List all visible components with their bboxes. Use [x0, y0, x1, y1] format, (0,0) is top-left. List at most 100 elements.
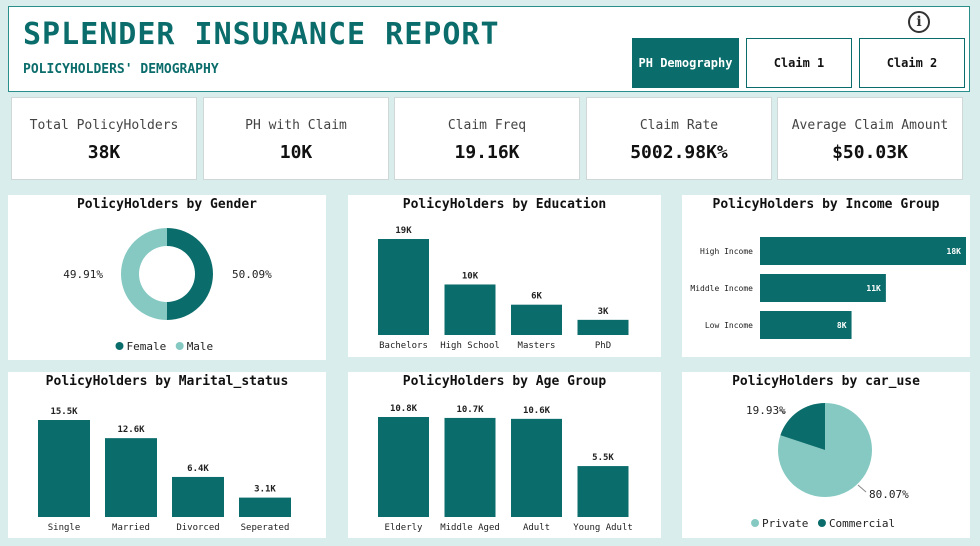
kpi-card-claim-rate: Claim Rate 5002.98K%: [586, 97, 772, 180]
tick-label-divorced: Divorced: [176, 523, 219, 533]
marital-status-bar-chart: 15.5K Single 12.6K Married 6.4K Divorced 3.1K S…: [38, 407, 291, 533]
kpi-label: Average Claim Amount: [791, 118, 949, 133]
bar-middle-income: [760, 274, 886, 302]
kpi-value: 38K: [87, 142, 121, 163]
kpi-value: 10K: [279, 142, 313, 163]
bar-adult: [511, 418, 562, 517]
data-label-adult: 10.6K: [523, 406, 551, 416]
data-label-high-income: 18K: [947, 247, 962, 256]
slice-label-private: 80.07%: [869, 488, 909, 501]
bar-divorced: [172, 476, 224, 517]
tick-label-middle-income: Middle Income: [690, 284, 753, 293]
tick-label-middle-aged: Middle Aged: [440, 523, 500, 533]
data-label-bachelors: 19K: [395, 226, 412, 236]
chart-title: PolicyHolders by Age Group: [402, 374, 607, 389]
chart-card-education: PolicyHolders by Education 19K Bachelors 1…: [348, 195, 661, 357]
pie-slice-commercial: [780, 403, 825, 450]
data-label-divorced: 6.4K: [187, 464, 209, 474]
chart-card-gender: PolicyHolders by Gender 50.09% 49.91% Fema…: [8, 195, 326, 360]
donut-slice-female: [166, 228, 213, 320]
leader-line-private: [857, 484, 867, 493]
bar-high-income: [760, 237, 966, 265]
legend-marker-female: [115, 342, 124, 350]
bar-phd: [577, 319, 629, 335]
chart-card-car-use: PolicyHolders by car_use 80.07% 19.93% Pri…: [682, 372, 970, 538]
car-use-pie-chart: 80.07% 19.93% Private Commercial: [746, 403, 909, 530]
data-label-young-adult: 5.5K: [592, 453, 614, 463]
chart-card-marital-status: PolicyHolders by Marital_status 15.5K Sin…: [8, 372, 326, 538]
income-group-bar-chart: 18K High Income 11K Middle Income 8K Low Inco…: [690, 237, 966, 339]
kpi-card-claim-freq: Claim Freq 19.16K: [394, 97, 580, 180]
chart-title: PolicyHolders by Income Group: [712, 197, 940, 212]
kpi-label: PH with Claim: [245, 118, 347, 133]
kpi-value: $50.03K: [832, 142, 908, 163]
data-label-high-school: 10K: [462, 271, 479, 281]
chart-title: PolicyHolders by Education: [402, 197, 607, 212]
bar-bachelors: [378, 239, 429, 335]
nav-button-claim-2[interactable]: Claim 2: [859, 38, 965, 88]
legend-label-commercial: Commercial: [829, 517, 895, 530]
chart-title: PolicyHolders by car_use: [732, 374, 920, 389]
education-bar-chart: 19K Bachelors 10K High School 6K Masters 3K PhD: [378, 226, 629, 351]
legend-marker-private: [751, 519, 760, 527]
bar-single: [38, 420, 90, 517]
nav-button-claim-1[interactable]: Claim 1: [746, 38, 852, 88]
page-title: SPLENDER INSURANCE REPORT: [23, 17, 500, 52]
legend-label-female: Female: [127, 340, 167, 353]
kpi-label: Claim Freq: [447, 118, 527, 133]
page-subtitle: POLICYHOLDERS' DEMOGRAPHY: [23, 62, 219, 77]
donut-slice-male: [120, 228, 167, 320]
bar-young-adult: [577, 466, 629, 517]
bar-middle-aged: [444, 417, 496, 517]
data-label-masters: 6K: [531, 292, 542, 302]
slice-label-male: 49.91%: [63, 268, 103, 281]
gender-donut-chart: 50.09% 49.91% Female Male: [63, 228, 272, 353]
data-label-middle-aged: 10.7K: [456, 405, 484, 415]
bar-low-income: [760, 311, 852, 339]
kpi-value: 19.16K: [454, 142, 520, 163]
data-label-low-income: 8K: [837, 321, 847, 330]
tick-label-young-adult: Young Adult: [573, 523, 633, 533]
bar-seperated: [239, 497, 291, 517]
kpi-value: 5002.98K%: [630, 142, 728, 163]
chart-card-income-group: PolicyHolders by Income Group 18K High In…: [682, 195, 970, 357]
chart-title: PolicyHolders by Gender: [76, 197, 257, 212]
kpi-card-average-claim-amount: Average Claim Amount $50.03K: [777, 97, 963, 180]
legend-label-private: Private: [762, 517, 808, 530]
data-label-seperated: 3.1K: [254, 485, 276, 495]
kpi-card-total-policyholders: Total PolicyHolders 38K: [11, 97, 197, 180]
kpi-card-ph-with-claim: PH with Claim 10K: [203, 97, 389, 180]
kpi-label: Total PolicyHolders: [29, 118, 179, 133]
bar-married: [105, 438, 157, 517]
bar-high-school: [444, 284, 496, 335]
tick-label-bachelors: Bachelors: [379, 341, 428, 351]
nav-button-ph-demography[interactable]: PH Demography: [632, 38, 739, 88]
tick-label-high-income: High Income: [700, 247, 753, 256]
chart-card-age-group: PolicyHolders by Age Group 10.8K Elderly 1…: [348, 372, 661, 538]
legend-label-male: Male: [187, 340, 214, 353]
leader-line-commercial: [778, 409, 786, 414]
slice-label-commercial: 19.93%: [746, 404, 786, 417]
legend-marker-commercial: [817, 519, 826, 527]
bar-elderly: [378, 417, 429, 517]
info-icon[interactable]: i: [908, 11, 930, 33]
tick-label-low-income: Low Income: [705, 321, 753, 330]
data-label-phd: 3K: [598, 307, 609, 317]
tick-label-married: Married: [112, 523, 150, 533]
age-group-bar-chart: 10.8K Elderly 10.7K Middle Aged 10.6K Adult 5.…: [378, 404, 633, 533]
data-label-middle-income: 11K: [866, 284, 881, 293]
slice-label-female: 50.09%: [232, 268, 272, 281]
tick-label-high-school: High School: [440, 341, 500, 351]
tick-label-seperated: Seperated: [241, 523, 290, 533]
tick-label-adult: Adult: [523, 523, 550, 533]
data-label-elderly: 10.8K: [390, 404, 418, 414]
tick-label-masters: Masters: [518, 341, 556, 351]
kpi-label: Claim Rate: [639, 118, 719, 133]
tick-label-elderly: Elderly: [385, 523, 424, 533]
report-header: SPLENDER INSURANCE REPORT POLICYHOLDERS'…: [8, 6, 970, 92]
legend-marker-male: [175, 342, 184, 350]
chart-title: PolicyHolders by Marital_status: [45, 374, 289, 389]
data-label-married: 12.6K: [117, 425, 145, 435]
data-label-single: 15.5K: [50, 407, 78, 417]
tick-label-single: Single: [48, 523, 81, 533]
